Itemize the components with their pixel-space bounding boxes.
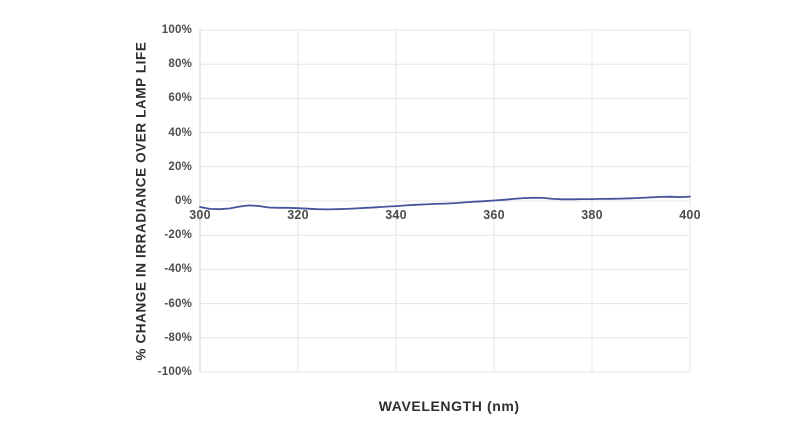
- x-tick-label: 300: [189, 208, 211, 222]
- y-tick-label: 40%: [168, 126, 192, 139]
- y-tick-label: -20%: [164, 229, 192, 242]
- y-tick-label: -100%: [157, 366, 192, 378]
- y-tick-label: -40%: [164, 263, 192, 276]
- y-tick-label: -60%: [164, 297, 192, 310]
- y-tick-label: 20%: [168, 160, 192, 173]
- series-line-percent-change-in-irradiance: [199, 195, 691, 211]
- y-tick-label: 60%: [168, 92, 192, 105]
- x-tick-label: 340: [385, 208, 407, 222]
- x-tick-label: 400: [679, 208, 701, 222]
- y-tick-label: -80%: [164, 331, 192, 344]
- y-tick-label: 0%: [174, 195, 192, 207]
- x-tick-label: 360: [483, 208, 505, 222]
- y-tick-label: 80%: [168, 58, 192, 71]
- x-tick-label: 380: [581, 208, 603, 222]
- x-axis-title: WAVELENGTH (nm): [378, 398, 520, 414]
- x-tick-label: 320: [287, 208, 309, 222]
- y-tick-label: 100%: [161, 24, 192, 36]
